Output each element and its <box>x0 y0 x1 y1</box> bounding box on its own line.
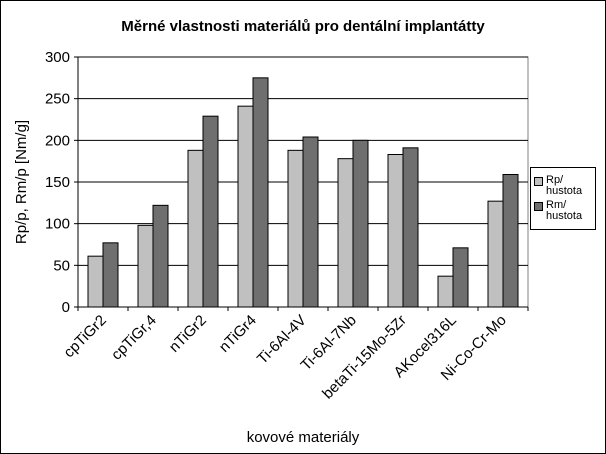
legend-swatch <box>534 177 543 186</box>
bar <box>187 149 204 308</box>
y-tick-label: 100 <box>45 216 70 233</box>
y-tick-label: 0 <box>62 299 70 316</box>
bar <box>152 204 169 308</box>
bar <box>302 136 319 308</box>
bar <box>502 174 519 308</box>
y-tick-label: 150 <box>45 174 70 191</box>
legend-label: Rp/ hustota <box>546 174 583 197</box>
y-axis-label: Rp/p, Rm/p [Nm/g] <box>13 120 30 244</box>
legend-swatch <box>534 202 543 211</box>
bar <box>337 158 354 308</box>
legend-item: Rm/ hustota <box>533 200 593 222</box>
bar <box>402 147 419 308</box>
bar <box>487 200 504 308</box>
legend: Rp/ hustota Rm/ hustota <box>530 167 596 230</box>
bar <box>387 154 404 308</box>
y-tick-label: 200 <box>45 132 70 149</box>
legend-item: Rp/ hustota <box>533 175 593 197</box>
bar <box>102 242 119 308</box>
chart-title: Měrné vlastnosti materiálů pro dentální … <box>121 18 485 35</box>
bar <box>137 224 154 308</box>
y-tick-label: 250 <box>45 91 70 108</box>
bar <box>352 139 369 308</box>
bar <box>87 255 104 308</box>
bar <box>237 105 254 308</box>
bar <box>252 77 269 308</box>
bar <box>287 149 304 308</box>
y-tick-label: 50 <box>53 257 70 274</box>
y-tick-label: 300 <box>45 49 70 66</box>
x-axis-label: kovové materiály <box>247 429 360 446</box>
bar <box>202 115 219 308</box>
legend-label: Rm/ hustota <box>546 199 583 222</box>
bar <box>437 275 454 308</box>
bar <box>452 247 469 308</box>
